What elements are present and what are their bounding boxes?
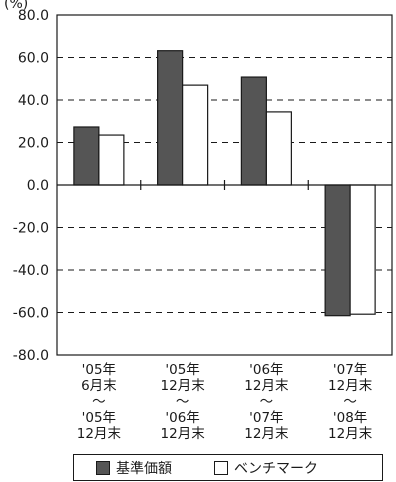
x-category-label: 12月末	[244, 378, 289, 394]
y-tick-label: 20.0	[18, 136, 49, 152]
x-category-label: 6月末	[81, 378, 117, 394]
x-category-label: '05年	[165, 362, 199, 378]
bar-nav	[324, 184, 351, 317]
y-tick-label: 60.0	[18, 51, 49, 67]
x-category-label: '06年	[165, 410, 199, 426]
y-tick-label: -80.0	[13, 348, 49, 364]
bar-nav	[240, 76, 267, 186]
x-category-label: 〜	[343, 394, 357, 410]
x-category-label: 12月末	[328, 378, 373, 394]
x-category-label: 〜	[260, 394, 274, 410]
bar-benchmark	[265, 111, 292, 186]
bar-benchmark	[182, 84, 209, 186]
x-category-label: '05年	[82, 362, 116, 378]
x-category-label: '05年	[82, 410, 116, 426]
y-tick-label: -20.0	[13, 221, 49, 237]
x-axis-labels: '05年6月末〜'05年12月末'05年12月末〜'06年12月末'06年12月…	[77, 362, 373, 442]
bar-nav	[73, 126, 100, 186]
legend-item-benchmark: ベンチマーク	[214, 458, 318, 478]
legend-swatch-nav	[96, 460, 110, 475]
bar-nav	[157, 50, 184, 186]
legend-swatch-benchmark	[214, 460, 228, 475]
legend-item-nav: 基準価額	[96, 458, 172, 478]
y-tick-label: 0.0	[27, 178, 49, 194]
legend-label-nav: 基準価額	[116, 460, 172, 477]
x-category-label: 12月末	[244, 426, 289, 442]
x-category-label: 12月末	[77, 426, 122, 442]
x-category-label: '07年	[249, 410, 283, 426]
bars	[73, 50, 376, 317]
y-tick-label: -40.0	[13, 263, 49, 279]
y-tick-label: 40.0	[18, 93, 49, 109]
x-category-label: 12月末	[328, 426, 373, 442]
axes	[56, 14, 393, 356]
x-category-label: '07年	[333, 362, 367, 378]
legend-label-benchmark: ベンチマーク	[234, 460, 318, 477]
x-category-label: 12月末	[161, 426, 206, 442]
bar-benchmark	[98, 134, 125, 186]
y-tick-label: 80.0	[18, 8, 49, 24]
x-category-label: '06年	[249, 362, 283, 378]
x-category-label: 〜	[92, 394, 106, 410]
x-category-label: '08年	[333, 410, 367, 426]
y-axis-unit: (%)	[4, 0, 28, 12]
x-category-label: 〜	[176, 394, 190, 410]
bar-benchmark	[349, 184, 376, 315]
y-axis-ticks: 80.0 60.0 40.0 20.0 0.0 -20.0 -40.0 -60.0 -80.0	[13, 8, 49, 364]
legend: 基準価額 ベンチマーク	[73, 454, 383, 481]
y-tick-label: -60.0	[13, 306, 49, 322]
x-category-label: 12月末	[161, 378, 206, 394]
